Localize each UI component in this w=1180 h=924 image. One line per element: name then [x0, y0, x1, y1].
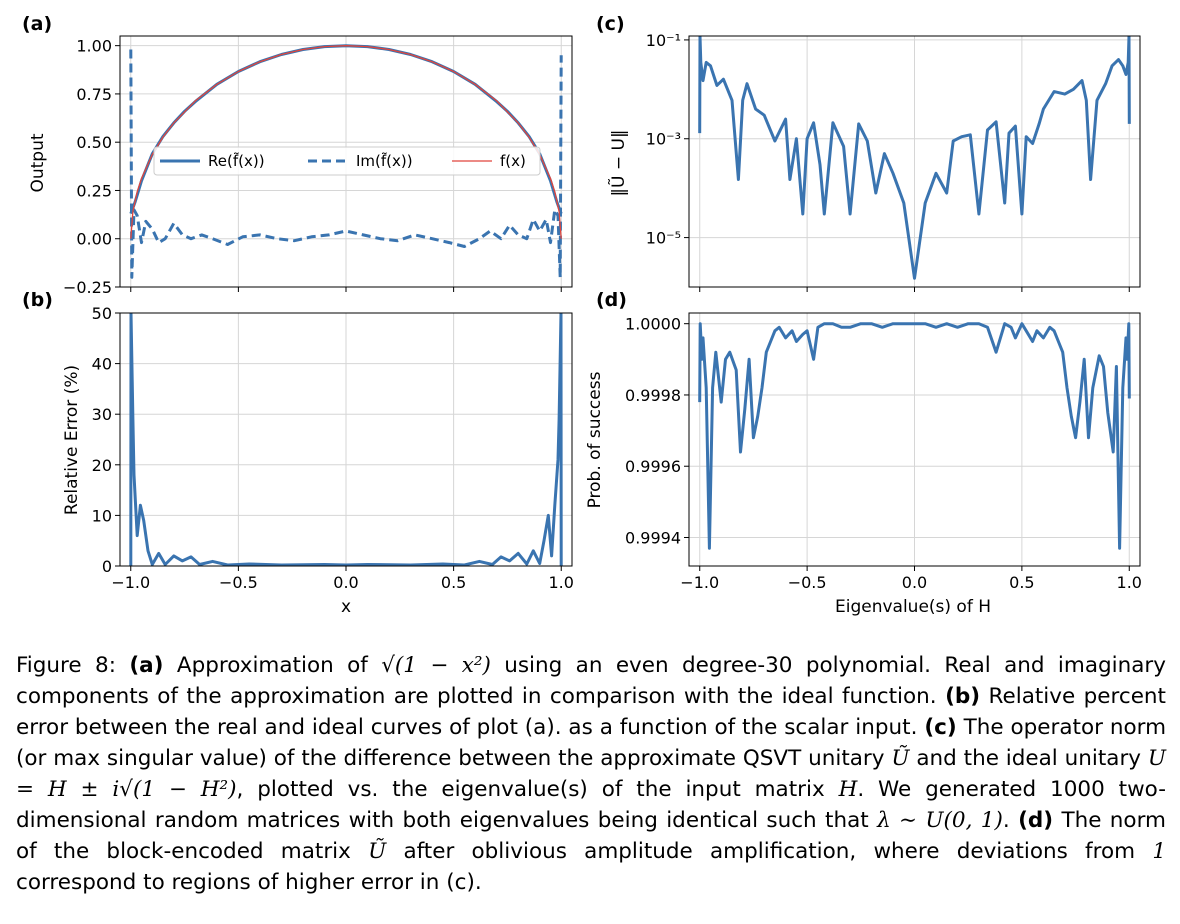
panel-d-xtick-label: 1.0 — [1117, 573, 1142, 592]
panel-d-series-0 — [698, 322, 1131, 550]
panel-c-series-0 — [698, 36, 1131, 280]
panel-a-ytick-label: 0.50 — [76, 133, 112, 152]
panel-d-xtick-label: 0.5 — [1009, 573, 1034, 592]
panel-c-frame — [688, 35, 1141, 288]
panel-a-ytick-label: 0.75 — [76, 85, 112, 104]
panel-b-ytick-label: 50 — [92, 304, 112, 323]
panel-a-ylabel: Output — [28, 133, 48, 192]
panel-c-ylabel: ‖Ũ − U‖ — [607, 130, 629, 197]
panel-d-ytick-label: 0.9994 — [625, 528, 681, 547]
caption-a-text-2: using an even degree-30 polynomial. Real… — [16, 653, 1166, 709]
caption-d-text-2: after oblivious amplitude amplification,… — [403, 839, 1136, 864]
panel-b-ytick-label: 0 — [102, 557, 112, 576]
panel-a-letter: (a) — [22, 13, 52, 35]
panel-a-series — [129, 44, 563, 279]
panel-c-grid — [689, 36, 1140, 287]
panel-b-xlabel: x — [341, 597, 351, 617]
panel-c: (c) ‖Ũ − U‖ 10⁻⁵ 10⁻³ 10⁻¹ — [596, 13, 1141, 292]
panel-a-legend: Re(f̃(x)) Im(f̃(x)) f(x) — [153, 146, 541, 176]
panel-b-xtick-label: −0.5 — [219, 573, 258, 592]
legend-label-1: Im(f̃(x)) — [356, 151, 413, 170]
caption-d-label: (d) — [1018, 808, 1054, 833]
caption-a-text-1: Approximation of — [176, 653, 368, 678]
panel-c-ytick-label: 10⁻⁵ — [646, 229, 681, 248]
panel-c-ytick-label: 10⁻³ — [646, 130, 681, 149]
panel-c-ytick-label: 10⁻¹ — [646, 31, 681, 50]
panel-b-xtick-label: 0.5 — [441, 573, 466, 592]
panel-d-letter: (d) — [596, 289, 627, 311]
panel-b-grid — [120, 312, 572, 567]
panel-a-frame — [119, 35, 573, 288]
panel-d-ticks: −1.0 −0.5 0.0 0.5 1.0 0.9994 0.9996 0.9998 1.000… — [625, 315, 1142, 592]
panel-a: (a) Output −0.25 0.00 0.25 0.50 0.75 1.00 Re(… — [22, 13, 573, 297]
panel-d-xtick-label: −1.0 — [680, 573, 719, 592]
panel-b-ytick-label: 30 — [92, 405, 112, 424]
panel-b-ylabel: Relative Error (%) — [62, 365, 82, 515]
caption-c-text-3: , plotted vs. the eigenvalue(s) of the i… — [236, 777, 825, 802]
panel-b-series — [129, 313, 563, 566]
caption-c-math-2: U = H ± i√(1 − H²) — [16, 746, 1166, 802]
panel-d-ytick-label: 0.9996 — [625, 457, 681, 476]
caption-figure-label: Figure 8: — [16, 653, 116, 678]
caption-a-label: (a) — [129, 653, 164, 678]
panel-c-ticks: 10⁻⁵ 10⁻³ 10⁻¹ — [646, 31, 1130, 292]
caption-c-text-5: . — [1002, 808, 1010, 833]
panel-a-series-2 — [130, 45, 562, 239]
caption-d-math-1: Ũ — [368, 839, 387, 864]
caption-d-text-3: correspond to regions of higher error in… — [16, 870, 482, 895]
panel-b-xtick-label: 0.0 — [333, 573, 358, 592]
panel-b-frame — [119, 312, 573, 567]
panel-d-xlabel: Eigenvalue(s) of H — [835, 597, 991, 617]
panel-a-ytick-label: −0.25 — [63, 278, 112, 297]
caption-c-text-2: and the ideal unitary — [916, 746, 1142, 771]
figure-8: (a) Output −0.250.000.250.500.751.00 Re(… — [22, 13, 1142, 617]
caption-b-text: Relative percent error between the real … — [16, 684, 1166, 740]
panel-c-letter: (c) — [596, 13, 625, 35]
panel-b-ytick-label: 20 — [92, 456, 112, 475]
panel-d: (d) Prob. of success Eigenvalue(s) of H … — [585, 289, 1142, 617]
panel-b: (b) Relative Error (%) x −1.0 −0.5 0.0 0.5 1… — [22, 289, 574, 617]
panel-b-xtick-label: −1.0 — [111, 573, 150, 592]
caption-c-math-1: Ũ — [891, 746, 910, 771]
panel-d-ytick-label: 0.9998 — [625, 386, 681, 405]
panel-b-letter: (b) — [22, 289, 53, 311]
panel-a-ticks: −0.25 0.00 0.25 0.50 0.75 1.00 — [63, 37, 562, 297]
panel-d-xtick-label: 0.0 — [902, 573, 927, 592]
legend-label-0: Re(f̃(x)) — [208, 151, 265, 170]
legend-box — [153, 146, 541, 176]
caption-d-math-2: 1 — [1152, 839, 1166, 864]
panel-d-ylabel: Prob. of success — [585, 371, 605, 508]
panel-d-ytick-label: 1.0000 — [625, 315, 681, 334]
panel-d-grid — [689, 313, 1140, 566]
panel-d-series — [698, 322, 1131, 550]
caption-c-label: (c) — [924, 715, 957, 740]
caption-d-text-1: The norm of the block-encoded matrix — [16, 808, 1166, 864]
panel-b-xtick-label: 1.0 — [549, 573, 574, 592]
caption-b-label: (b) — [945, 684, 981, 709]
panel-b-ticks: −1.0 −0.5 0.0 0.5 1.0 0 10 20 30 40 50 — [92, 304, 574, 592]
panel-b-ytick-label: 40 — [92, 355, 112, 374]
panel-a-ytick-label: 1.00 — [76, 37, 112, 56]
panel-d-xtick-label: −0.5 — [788, 573, 827, 592]
panel-b-series-0 — [129, 313, 563, 566]
panel-c-series — [698, 36, 1131, 280]
figure-caption: Figure 8: (a) Approximation of √(1 − x²)… — [16, 650, 1166, 898]
panel-a-ytick-label: 0.00 — [76, 230, 112, 249]
legend-label-2: f(x) — [500, 152, 526, 170]
panel-a-ytick-label: 0.25 — [76, 181, 112, 200]
caption-c-math-3: H — [838, 777, 858, 802]
panel-b-ytick-label: 10 — [92, 506, 112, 525]
caption-c-text-1: The operator norm (or max singular value… — [16, 715, 1167, 771]
panel-d-frame — [688, 312, 1141, 567]
caption-c-math-4: λ ∼ U(0, 1) — [877, 808, 1003, 833]
caption-c-text-4: . We generated 1000 two-dimensional rand… — [16, 777, 1166, 833]
caption-a-math: √(1 − x²) — [381, 653, 491, 678]
